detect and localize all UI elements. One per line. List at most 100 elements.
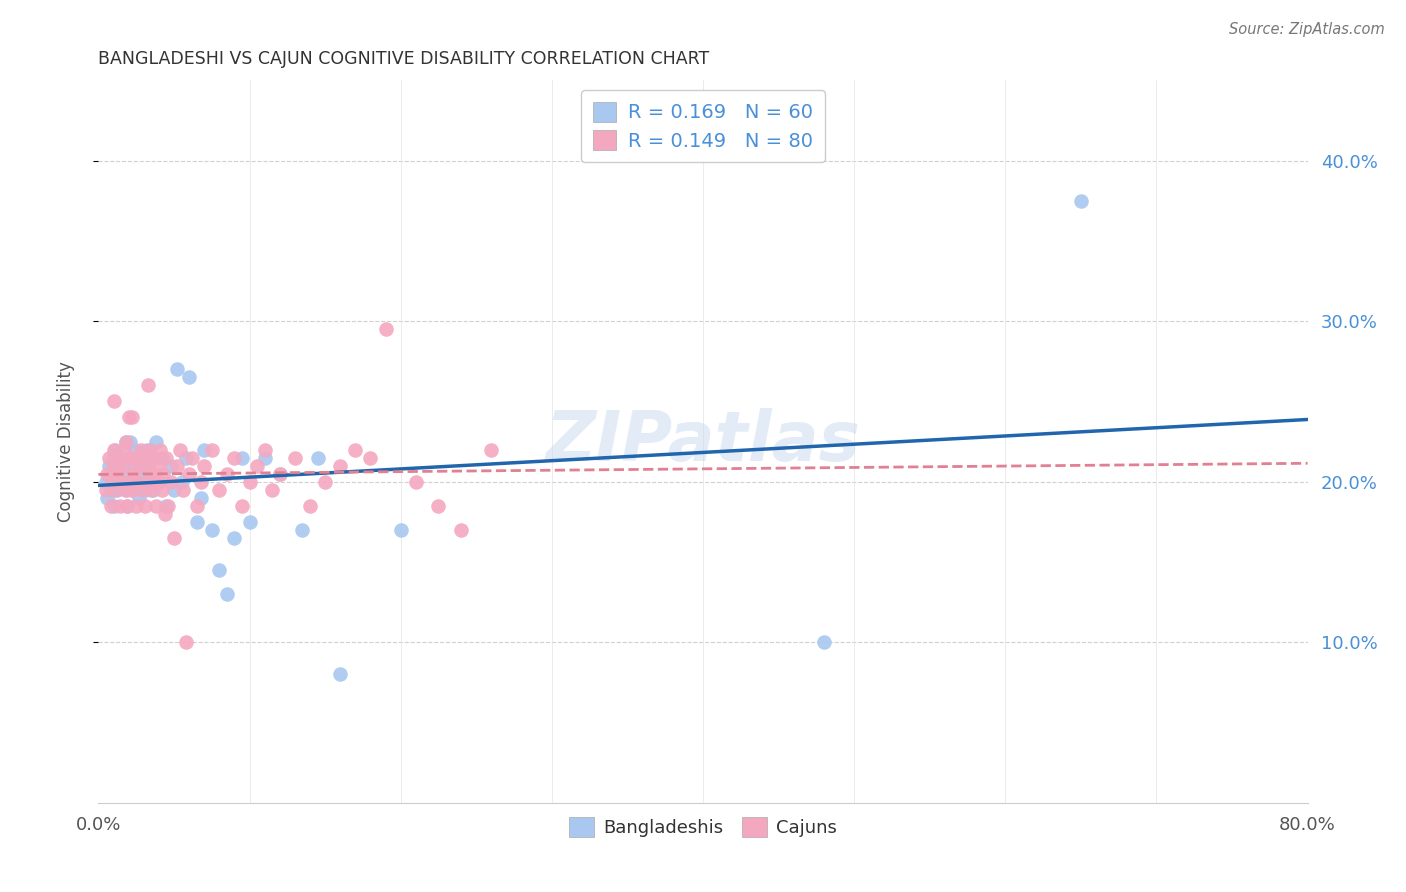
Point	[110, 475, 132, 489]
Point	[105, 467, 128, 481]
Point	[299, 499, 322, 513]
Point	[110, 475, 132, 489]
Point	[148, 475, 170, 489]
Point	[239, 515, 262, 529]
Point	[114, 483, 136, 497]
Point	[172, 483, 194, 497]
Point	[160, 458, 183, 473]
Point	[103, 450, 125, 465]
Point	[135, 442, 157, 457]
Point	[107, 458, 129, 473]
Point	[111, 458, 134, 473]
Point	[121, 483, 143, 497]
Point	[148, 458, 170, 473]
Point	[193, 458, 215, 473]
Point	[118, 450, 141, 465]
Point	[150, 483, 173, 497]
Point	[181, 450, 204, 465]
Point	[114, 434, 136, 449]
Point	[125, 475, 148, 489]
Point	[224, 450, 246, 465]
Point	[329, 667, 352, 681]
Point	[141, 467, 163, 481]
Point	[118, 475, 141, 489]
Point	[131, 483, 153, 497]
Point	[153, 507, 176, 521]
Point	[142, 483, 165, 497]
Point	[134, 499, 156, 513]
Point	[115, 499, 138, 513]
Point	[139, 442, 162, 457]
Point	[103, 394, 125, 409]
Point	[114, 483, 136, 497]
Point	[190, 491, 212, 505]
Point	[142, 467, 165, 481]
Point	[155, 499, 177, 513]
Point	[231, 450, 253, 465]
Point	[201, 442, 224, 457]
Point	[118, 410, 141, 425]
Point	[129, 467, 152, 481]
Text: BANGLADESHI VS CAJUN COGNITIVE DISABILITY CORRELATION CHART: BANGLADESHI VS CAJUN COGNITIVE DISABILIT…	[98, 50, 710, 68]
Point	[114, 434, 136, 449]
Legend: Bangladeshis, Cajuns: Bangladeshis, Cajuns	[562, 810, 844, 845]
Point	[124, 442, 146, 457]
Point	[129, 442, 152, 457]
Point	[215, 587, 238, 601]
Point	[105, 483, 128, 497]
Point	[136, 475, 159, 489]
Point	[111, 450, 134, 465]
Point	[134, 483, 156, 497]
Point	[108, 499, 131, 513]
Point	[103, 499, 125, 513]
Point	[94, 475, 117, 489]
Point	[1070, 194, 1092, 208]
Point	[98, 450, 121, 465]
Point	[136, 458, 159, 473]
Point	[269, 467, 291, 481]
Point	[101, 475, 124, 489]
Point	[150, 450, 173, 465]
Point	[112, 442, 135, 457]
Point	[132, 450, 155, 465]
Point	[389, 523, 412, 537]
Point	[208, 483, 231, 497]
Point	[174, 450, 197, 465]
Text: ZIPatlas: ZIPatlas	[546, 408, 860, 475]
Point	[190, 475, 212, 489]
Point	[208, 563, 231, 577]
Point	[314, 475, 336, 489]
Point	[155, 450, 177, 465]
Point	[146, 475, 169, 489]
Point	[166, 362, 188, 376]
Point	[100, 499, 122, 513]
Point	[239, 475, 262, 489]
Point	[107, 450, 129, 465]
Point	[193, 442, 215, 457]
Point	[141, 483, 163, 497]
Point	[128, 458, 150, 473]
Text: Source: ZipAtlas.com: Source: ZipAtlas.com	[1229, 22, 1385, 37]
Point	[100, 483, 122, 497]
Point	[169, 442, 191, 457]
Point	[329, 458, 352, 473]
Point	[284, 450, 307, 465]
Point	[121, 483, 143, 497]
Point	[344, 442, 367, 457]
Point	[118, 475, 141, 489]
Point	[103, 458, 125, 473]
Point	[94, 483, 117, 497]
Point	[179, 467, 201, 481]
Y-axis label: Cognitive Disability: Cognitive Disability	[56, 361, 75, 522]
Point	[253, 450, 276, 465]
Point	[224, 531, 246, 545]
Point	[96, 467, 118, 481]
Point	[405, 475, 427, 489]
Point	[135, 475, 157, 489]
Point	[112, 467, 135, 481]
Point	[360, 450, 382, 465]
Point	[96, 491, 118, 505]
Point	[201, 523, 224, 537]
Point	[253, 442, 276, 457]
Point	[291, 523, 314, 537]
